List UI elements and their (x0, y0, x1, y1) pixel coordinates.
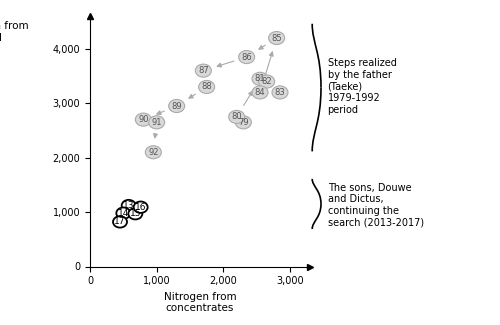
Text: 82: 82 (262, 77, 272, 86)
Circle shape (238, 50, 254, 64)
Text: 79: 79 (238, 118, 248, 127)
Text: 83: 83 (274, 88, 285, 97)
Text: The sons, Douwe
and Dictus,
continuing the
search (2013-2017): The sons, Douwe and Dictus, continuing t… (328, 183, 424, 227)
Text: Steps realized
by the father
(Taeke)
1979-1992
period: Steps realized by the father (Taeke) 197… (328, 58, 396, 114)
Circle shape (258, 75, 274, 88)
Y-axis label: Nitrogen from
chemical
fertilizer: Nitrogen from chemical fertilizer (0, 21, 28, 55)
Circle shape (198, 81, 214, 94)
Circle shape (116, 207, 130, 219)
Text: 84: 84 (254, 88, 266, 97)
Text: 81: 81 (254, 74, 266, 83)
Circle shape (148, 116, 164, 129)
Circle shape (128, 208, 142, 219)
Circle shape (113, 216, 127, 227)
Circle shape (252, 72, 268, 85)
Text: 17: 17 (114, 217, 126, 227)
Circle shape (236, 116, 252, 129)
Circle shape (272, 86, 288, 99)
Text: 90: 90 (138, 115, 148, 124)
Circle shape (252, 86, 268, 99)
Text: 85: 85 (272, 33, 282, 43)
Text: 16: 16 (135, 203, 146, 212)
Text: 91: 91 (152, 118, 162, 127)
Circle shape (228, 111, 244, 124)
Circle shape (168, 99, 184, 112)
Text: 13: 13 (123, 201, 134, 210)
Text: 88: 88 (202, 83, 212, 91)
Circle shape (134, 202, 147, 213)
Text: 86: 86 (242, 53, 252, 61)
Circle shape (146, 146, 162, 159)
Text: 87: 87 (198, 66, 208, 75)
Circle shape (196, 64, 212, 77)
Circle shape (268, 32, 284, 45)
Text: 80: 80 (232, 112, 242, 122)
Text: 15: 15 (130, 209, 141, 218)
Text: 89: 89 (172, 101, 182, 111)
Circle shape (136, 113, 152, 126)
X-axis label: Nitrogen from
concentrates: Nitrogen from concentrates (164, 292, 236, 313)
Text: 14: 14 (118, 209, 129, 218)
Text: 92: 92 (148, 148, 158, 157)
Circle shape (122, 200, 136, 211)
